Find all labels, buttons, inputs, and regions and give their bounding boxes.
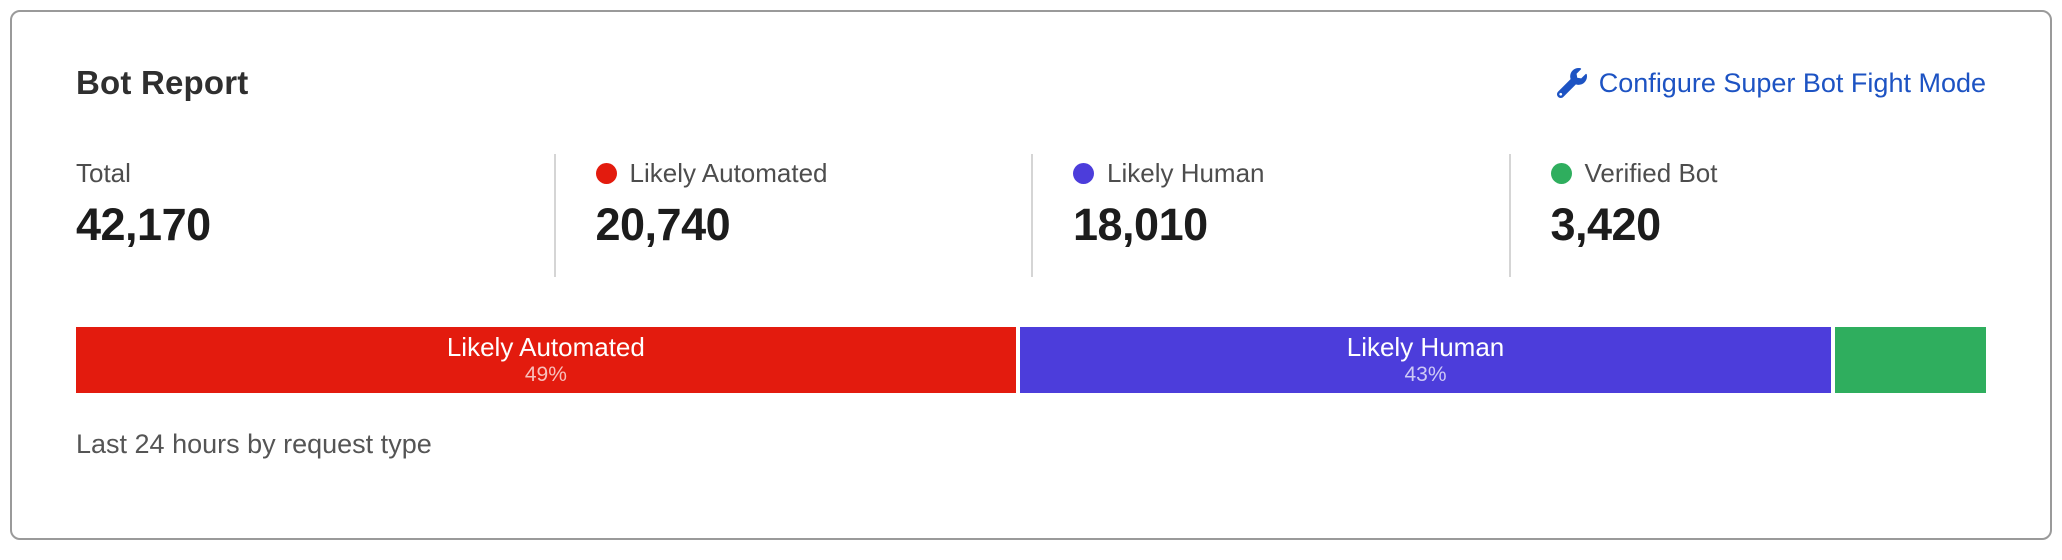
- likely-human-dot-icon: [1073, 163, 1094, 184]
- stat-label: Total: [76, 158, 131, 188]
- bar-segment-likely-human: Likely Human 43%: [1015, 327, 1832, 393]
- stat-total: Total 42,170: [76, 154, 554, 277]
- card-header: Bot Report Configure Super Bot Fight Mod…: [76, 64, 1986, 102]
- bar-segment-percent: 43%: [1404, 362, 1447, 386]
- configure-link-label: Configure Super Bot Fight Mode: [1598, 67, 1986, 98]
- stat-likely-automated: Likely Automated 20,740: [553, 154, 1032, 277]
- configure-super-bot-fight-mode-link[interactable]: Configure Super Bot Fight Mode: [1556, 67, 1986, 99]
- stat-label: Likely Automated: [629, 158, 828, 188]
- likely-automated-dot-icon: [595, 163, 617, 184]
- stat-likely-human: Likely Human 18,010: [1031, 154, 1509, 277]
- bar-segment-percent: 49%: [524, 362, 567, 386]
- bar-segment-label: Likely Human: [1346, 331, 1505, 362]
- stacked-bar-chart: Likely Automated 49% Likely Human 43%: [76, 327, 1986, 393]
- stat-label: Likely Human: [1107, 158, 1265, 188]
- stat-value: 20,740: [595, 199, 731, 250]
- stat-label: Verified Bot: [1584, 158, 1718, 188]
- stats-row: Total 42,170 Likely Automated 20,740 Lik…: [76, 154, 1986, 277]
- stat-value: 3,420: [1550, 199, 1662, 250]
- bar-segment-verified-bot: [1831, 327, 1986, 393]
- bot-report-card: Bot Report Configure Super Bot Fight Mod…: [10, 10, 2052, 540]
- page-title: Bot Report: [76, 64, 249, 101]
- verified-bot-dot-icon: [1550, 163, 1572, 184]
- bar-segment-label: Likely Automated: [446, 331, 645, 362]
- wrench-icon: [1556, 68, 1587, 98]
- stat-verified-bot: Verified Bot 3,420: [1508, 154, 1987, 277]
- stat-value: 42,170: [76, 199, 211, 250]
- stat-value: 18,010: [1073, 199, 1208, 250]
- chart-caption: Last 24 hours by request type: [76, 429, 432, 459]
- bar-segment-likely-automated: Likely Automated 49%: [76, 327, 1016, 393]
